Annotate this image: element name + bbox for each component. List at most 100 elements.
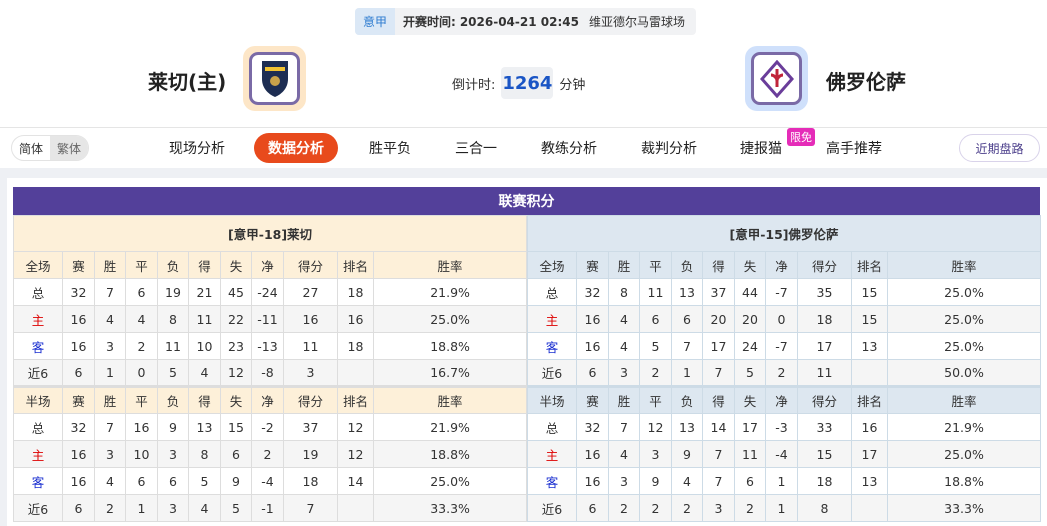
stat-cell: 21.9% bbox=[886, 413, 1042, 441]
row-label: 总 bbox=[13, 278, 63, 306]
column-header: 负 bbox=[157, 385, 189, 414]
column-header: 失 bbox=[220, 251, 252, 279]
stat-cell: 22 bbox=[220, 305, 252, 333]
column-header: 胜 bbox=[608, 251, 640, 279]
tab-1x2[interactable]: 胜平负 bbox=[369, 141, 411, 157]
stat-cell: 50.0% bbox=[886, 359, 1042, 387]
column-header-full: 全场 bbox=[13, 251, 63, 279]
stat-cell: 11 bbox=[188, 305, 221, 333]
stat-cell: 1 bbox=[671, 359, 703, 387]
stat-cell: 33 bbox=[797, 413, 852, 441]
column-header: 负 bbox=[671, 385, 703, 414]
stat-cell: 9 bbox=[671, 440, 703, 468]
tab-three-in-one[interactable]: 三合一 bbox=[455, 141, 497, 157]
stat-cell: 4 bbox=[94, 467, 126, 495]
stat-cell: 16 bbox=[576, 467, 609, 495]
stat-cell: -7 bbox=[765, 278, 798, 306]
column-header-half: 半场 bbox=[13, 385, 63, 414]
column-header: 负 bbox=[157, 251, 189, 279]
stat-cell: 25.0% bbox=[886, 305, 1042, 333]
stat-cell: 32 bbox=[576, 413, 609, 441]
stat-cell: 16 bbox=[576, 332, 609, 360]
fiorentina-crest-icon bbox=[759, 59, 794, 98]
kickoff-label: 开赛时间: bbox=[403, 15, 456, 29]
stat-cell: 8 bbox=[608, 278, 640, 306]
stat-cell: 6 bbox=[576, 494, 609, 522]
table-row: 主 16 4 4 8 11 22 -11 16 16 25.0% bbox=[13, 305, 528, 333]
stat-cell: 6 bbox=[125, 467, 158, 495]
stat-cell: 12 bbox=[337, 440, 374, 468]
recent-trends-button[interactable]: 近期盘路 bbox=[959, 134, 1040, 162]
row-label: 客 bbox=[13, 467, 63, 495]
home-standings-table: [意甲-18]莱切 全场赛胜平负得失净得分 排名 胜率总 32 7 6 19 21 45 -24 27… bbox=[12, 215, 528, 522]
tab-jiebaomao[interactable]: 捷报猫 bbox=[740, 141, 782, 157]
column-header-full: 全场 bbox=[527, 251, 577, 279]
stat-cell: 9 bbox=[220, 467, 252, 495]
column-header: 胜率 bbox=[372, 385, 528, 414]
stat-cell: 18 bbox=[283, 467, 338, 495]
stat-cell: 11 bbox=[639, 278, 672, 306]
stat-cell: 3 bbox=[157, 494, 189, 522]
stat-cell: 6 bbox=[157, 467, 189, 495]
header-row: 半场赛胜平负得失净得分 排名 胜率 bbox=[527, 385, 1042, 414]
stat-cell: 2 bbox=[94, 494, 126, 522]
stat-cell: 18 bbox=[337, 332, 374, 360]
stat-cell: 5 bbox=[734, 359, 766, 387]
table-row: 总 32 8 11 13 37 44 -7 35 15 25.0% bbox=[527, 278, 1042, 306]
header-row: 全场赛胜平负得失净得分 排名 胜率 bbox=[527, 251, 1042, 279]
language-toggle[interactable]: 简体 繁体 bbox=[11, 135, 90, 161]
stat-cell: 15 bbox=[220, 413, 252, 441]
stat-cell: 33.3% bbox=[886, 494, 1042, 522]
away-team-name[interactable]: 佛罗伦萨 bbox=[826, 70, 906, 94]
column-header: 得 bbox=[188, 251, 221, 279]
stat-cell: 10 bbox=[188, 332, 221, 360]
stat-cell bbox=[851, 494, 888, 522]
stat-cell: 16 bbox=[62, 305, 95, 333]
stat-cell: 2 bbox=[734, 494, 766, 522]
column-header: 排名 bbox=[851, 251, 888, 279]
stat-cell: -13 bbox=[251, 332, 284, 360]
lang-simplified[interactable]: 简体 bbox=[19, 141, 44, 156]
team-rank-title: [意甲-18]莱切 bbox=[12, 215, 528, 252]
tab-referee-analysis[interactable]: 裁判分析 bbox=[641, 141, 697, 157]
away-team-logo[interactable] bbox=[745, 46, 808, 111]
stat-cell: 18.8% bbox=[886, 467, 1042, 495]
title-row: [意甲-15]佛罗伦萨 bbox=[526, 215, 1042, 252]
tab-live-analysis[interactable]: 现场分析 bbox=[169, 141, 225, 157]
lang-traditional[interactable]: 繁体 bbox=[50, 136, 89, 160]
stat-cell: 16 bbox=[337, 305, 374, 333]
stat-cell: -11 bbox=[251, 305, 284, 333]
tab-coach-analysis[interactable]: 教练分析 bbox=[541, 141, 597, 157]
table-row: 客 16 3 2 11 10 23 -13 11 18 18.8% bbox=[13, 332, 528, 360]
tab-expert-picks[interactable]: 高手推荐 bbox=[826, 141, 882, 157]
home-team-name[interactable]: 莱切(主) bbox=[148, 70, 227, 94]
stat-cell: 8 bbox=[188, 440, 221, 468]
stat-cell: 8 bbox=[797, 494, 852, 522]
column-header: 失 bbox=[220, 385, 252, 414]
stat-cell: 2 bbox=[125, 332, 158, 360]
home-team-logo[interactable] bbox=[243, 46, 306, 111]
stat-cell: 1 bbox=[94, 359, 126, 387]
countdown: 倒计时: 1264 分钟 bbox=[452, 67, 585, 99]
table-row: 总 32 7 12 13 14 17 -3 33 16 21.9% bbox=[527, 413, 1042, 441]
stat-cell: 16 bbox=[283, 305, 338, 333]
stat-cell: 13 bbox=[188, 413, 221, 441]
column-header: 排名 bbox=[337, 251, 374, 279]
table-row: 客 16 4 5 7 17 24 -7 17 13 25.0% bbox=[527, 332, 1042, 360]
stat-cell: 1 bbox=[765, 467, 798, 495]
stat-cell: 4 bbox=[608, 305, 640, 333]
stat-cell: 7 bbox=[702, 359, 735, 387]
stat-cell: 20 bbox=[734, 305, 766, 333]
stat-cell: -4 bbox=[765, 440, 798, 468]
tab-data-analysis[interactable]: 数据分析 bbox=[254, 133, 338, 163]
stat-cell: -4 bbox=[251, 467, 284, 495]
table-row: 近6 6 2 2 2 3 2 1 8 33.3% bbox=[527, 494, 1042, 522]
table-row: 主 16 3 10 3 8 6 2 19 12 18.8% bbox=[13, 440, 528, 468]
row-label: 主 bbox=[13, 305, 63, 333]
stat-cell: 2 bbox=[608, 494, 640, 522]
stat-cell: -7 bbox=[765, 332, 798, 360]
league-label[interactable]: 意甲 bbox=[355, 8, 396, 35]
stat-cell: 4 bbox=[188, 494, 221, 522]
kickoff-time: 2026-04-21 02:45 bbox=[459, 14, 579, 29]
row-label: 近6 bbox=[527, 494, 577, 522]
